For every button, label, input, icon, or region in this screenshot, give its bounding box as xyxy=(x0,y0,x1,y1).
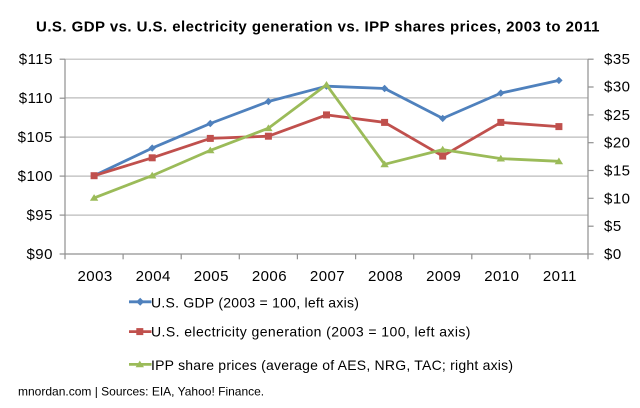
svg-text:$15: $15 xyxy=(604,163,631,180)
svg-text:$95: $95 xyxy=(26,207,53,224)
svg-text:$35: $35 xyxy=(604,51,631,68)
svg-text:$100: $100 xyxy=(18,168,53,185)
svg-text:$10: $10 xyxy=(604,190,631,207)
svg-text:$20: $20 xyxy=(604,135,631,152)
svg-text:$25: $25 xyxy=(604,107,631,124)
svg-text:2010: 2010 xyxy=(484,268,519,285)
svg-text:U.S. electricity generation (2: U.S. electricity generation (2003 = 100,… xyxy=(151,324,471,340)
svg-text:$105: $105 xyxy=(18,129,53,146)
svg-text:mnordan.com | Sources: EIA, Ya: mnordan.com | Sources: EIA, Yahoo! Finan… xyxy=(18,385,264,399)
svg-text:$5: $5 xyxy=(604,218,622,235)
svg-text:2011: 2011 xyxy=(543,268,577,285)
svg-text:IPP share prices (average of A: IPP share prices (average of AES, NRG, T… xyxy=(151,357,513,373)
svg-text:2009: 2009 xyxy=(426,268,461,285)
svg-text:$115: $115 xyxy=(19,51,53,68)
svg-text:U.S. GDP (2003 = 100, left axi: U.S. GDP (2003 = 100, left axis) xyxy=(151,295,359,311)
svg-text:$30: $30 xyxy=(604,79,631,96)
svg-text:$110: $110 xyxy=(19,90,53,107)
svg-text:2008: 2008 xyxy=(368,268,403,285)
svg-text:2007: 2007 xyxy=(310,268,345,285)
svg-text:2003: 2003 xyxy=(78,268,113,285)
svg-text:2005: 2005 xyxy=(194,268,229,285)
svg-text:$90: $90 xyxy=(26,246,53,263)
svg-text:2004: 2004 xyxy=(136,268,171,285)
svg-text:$0: $0 xyxy=(604,246,622,263)
svg-text:2006: 2006 xyxy=(252,268,287,285)
svg-text:U.S. GDP vs. U.S. electricity: U.S. GDP vs. U.S. electricity generation… xyxy=(36,19,600,36)
